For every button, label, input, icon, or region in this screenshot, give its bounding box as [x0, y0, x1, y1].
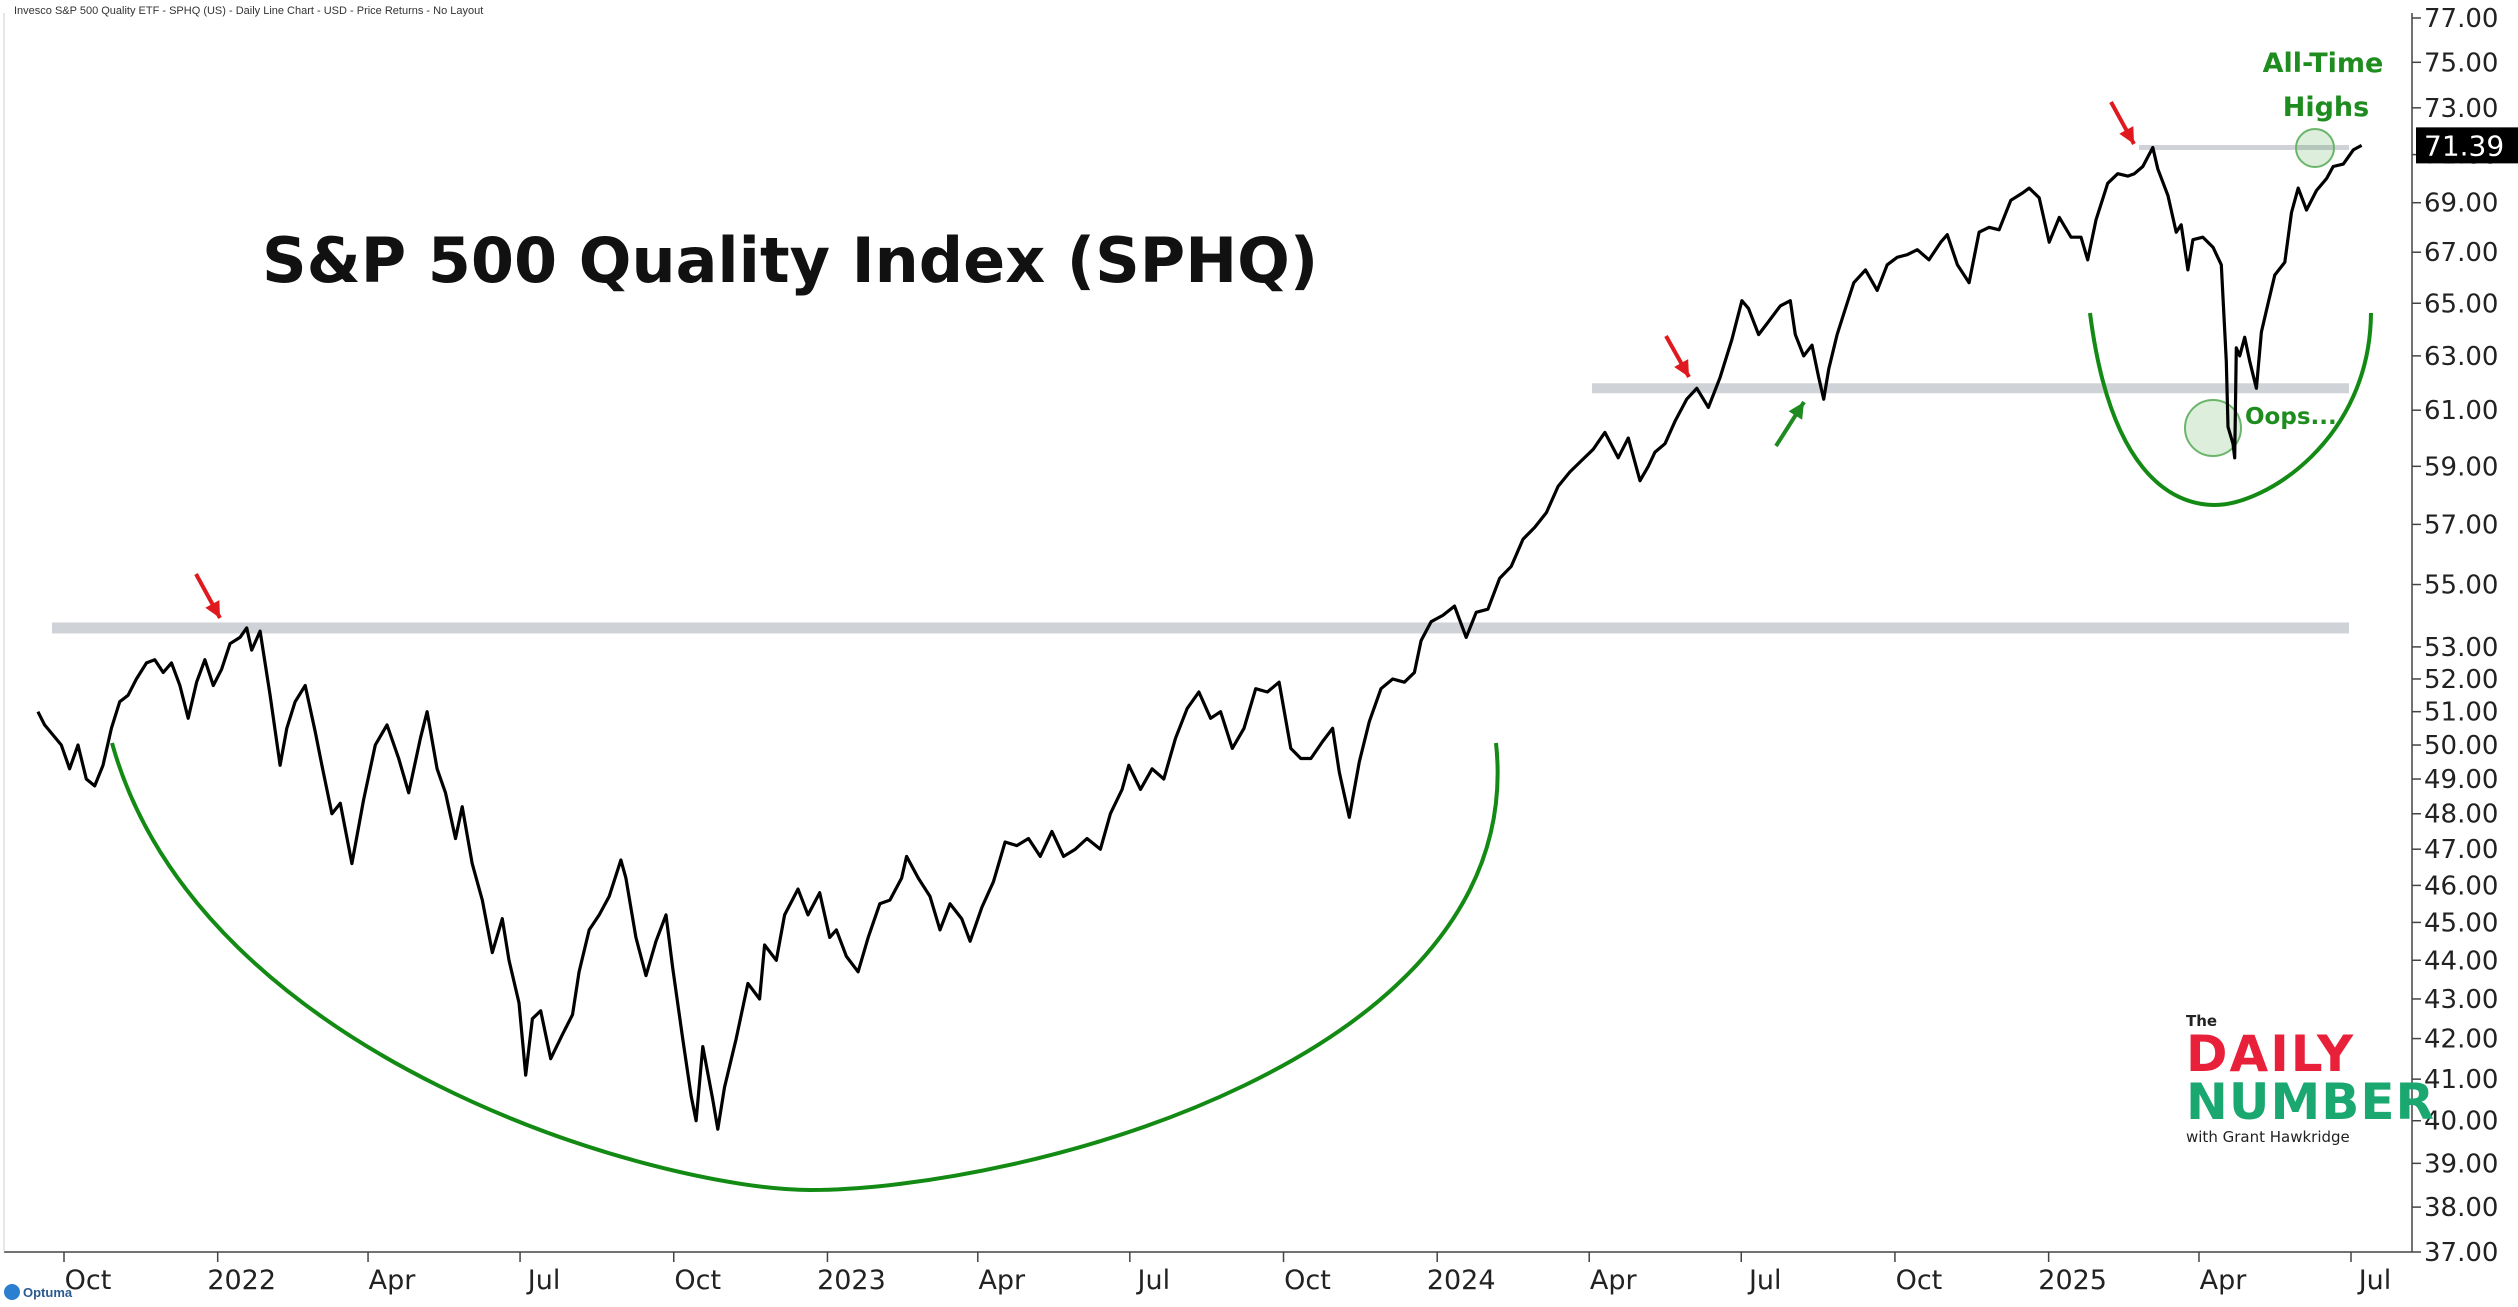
ath-circle: [2295, 128, 2335, 168]
y-tick-label: 44.00: [2424, 946, 2498, 976]
header-text: Invesco S&P 500 Quality ETF - SPHQ (US) …: [14, 5, 484, 17]
y-tick-label: 40.00: [2424, 1107, 2498, 1137]
x-tick-label: 2023: [817, 1265, 886, 1296]
x-tick-label: 2022: [207, 1265, 276, 1296]
y-tick-label: 57.00: [2424, 510, 2498, 540]
y-tick-label: 55.00: [2424, 571, 2498, 601]
price-line-group: [36, 143, 2363, 1131]
last-price-label: 71.39: [2424, 129, 2504, 162]
y-tick-label: 48.00: [2424, 800, 2498, 830]
resistance-band: [52, 622, 2349, 634]
annotation-labels: Oops... All-Time Highs: [2245, 48, 2383, 430]
optuma-logo-icon: [4, 1284, 20, 1300]
y-tick-label: 50.00: [2424, 731, 2498, 761]
y-tick-label: 41.00: [2424, 1065, 2498, 1095]
cup-arcs: [110, 312, 2373, 1193]
ath-label-line1: All-Time: [2263, 48, 2384, 79]
x-tick-label: 2025: [2038, 1265, 2107, 1296]
x-tick-label: Apr: [2200, 1265, 2248, 1296]
logo-with: with Grant Hawkridge: [2186, 1128, 2350, 1146]
annotation-arrows: [194, 101, 2136, 619]
y-axis: 37.00 38.00 39.00 40.00 41.00 42.00 43.00 44.00…: [2412, 4, 2518, 1268]
y-tick-label: 45.00: [2424, 908, 2498, 938]
y-tick-label: 39.00: [2424, 1149, 2498, 1179]
highlight-circles: [2184, 128, 2335, 457]
y-tick-label: 52.00: [2424, 665, 2498, 695]
x-tick-label: Oct: [1284, 1265, 1331, 1296]
x-tick-label: Jul: [1747, 1265, 1782, 1296]
last-price-tag: [2416, 127, 2518, 164]
x-tick-label: Oct: [65, 1265, 112, 1296]
cup-arc-large: [110, 742, 1500, 1193]
optuma-brand-name: Optuma: [23, 1284, 73, 1300]
resistance-band: [2139, 144, 2349, 150]
y-tick-label: 43.00: [2424, 985, 2498, 1015]
x-tick-label: Oct: [1896, 1265, 1943, 1296]
annotation-arrow: [1774, 400, 1806, 448]
y-tick-label: 49.00: [2424, 765, 2498, 795]
annotation-arrow: [2109, 101, 2136, 145]
x-tick-label: Oct: [674, 1265, 721, 1296]
ath-label-line2: Highs: [2283, 92, 2369, 123]
y-tick-label: 59.00: [2424, 452, 2498, 482]
cup-arc-small: [2088, 312, 2373, 508]
y-tick-label: 38.00: [2424, 1193, 2498, 1223]
x-tick-label: Jul: [1136, 1265, 1171, 1296]
annotation-arrow: [194, 573, 222, 619]
logo-number: NUMBER: [2186, 1073, 2435, 1131]
daily-number-logo: The DAILY NUMBER with Grant Hawkridge: [2186, 1012, 2435, 1146]
logo-the: The: [2186, 1012, 2218, 1030]
price-line: [36, 143, 2363, 1131]
y-tick-label: 53.00: [2424, 633, 2498, 663]
y-tick-label: 69.00: [2424, 189, 2498, 219]
optuma-brand: Optuma: [4, 1284, 72, 1300]
y-tick-label: 75.00: [2424, 48, 2498, 78]
y-tick-label: 77.00: [2424, 4, 2498, 34]
x-tick-label: Apr: [978, 1265, 1026, 1296]
y-tick-label: 73.00: [2424, 94, 2498, 124]
y-tick-label: 67.00: [2424, 238, 2498, 268]
y-tick-label: 61.00: [2424, 396, 2498, 426]
x-axis: Oct 2022 Apr Jul Oct 2023 Apr Jul Oct 2024 Apr Jul O…: [63, 1252, 2392, 1296]
x-tick-label: Apr: [1590, 1265, 1638, 1296]
x-tick-label: Apr: [369, 1265, 417, 1296]
x-tick-label: Jul: [526, 1265, 561, 1296]
y-tick-label: 51.00: [2424, 698, 2498, 728]
y-tick-label: 47.00: [2424, 835, 2498, 865]
chart-title: S&P 500 Quality Index (SPHQ): [262, 224, 1318, 297]
annotation-arrow: [1664, 335, 1691, 378]
oops-label: Oops...: [2245, 404, 2337, 430]
y-tick-label: 63.00: [2424, 342, 2498, 372]
logo-daily: DAILY: [2186, 1025, 2356, 1083]
x-tick-label: Jul: [2357, 1265, 2392, 1296]
resistance-bands: [52, 144, 2349, 634]
resistance-band: [1592, 383, 2349, 394]
y-tick-label: 46.00: [2424, 871, 2498, 901]
y-tick-label: 42.00: [2424, 1025, 2498, 1055]
x-tick-label: 2024: [1427, 1265, 1496, 1296]
y-tick-label: 37.00: [2424, 1238, 2498, 1268]
y-tick-label: 65.00: [2424, 289, 2498, 319]
